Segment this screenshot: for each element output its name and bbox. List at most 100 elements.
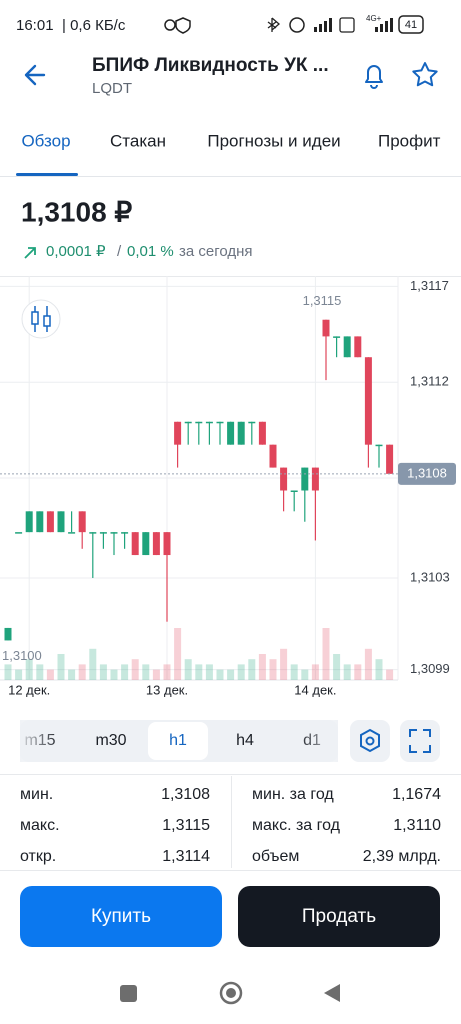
back-button[interactable] xyxy=(24,64,46,86)
change-pct: 0,01 % xyxy=(127,243,174,260)
volume-bar xyxy=(68,669,76,680)
candle-body xyxy=(354,336,362,358)
nav-recent[interactable] xyxy=(120,985,137,1002)
volume-bar xyxy=(354,664,362,680)
max-label: 1,3115 xyxy=(303,293,342,308)
tab[interactable]: Обзор xyxy=(21,131,70,150)
volume-bar xyxy=(205,664,213,680)
volume-bar xyxy=(15,669,23,680)
candle-body xyxy=(25,511,33,533)
nav-home[interactable] xyxy=(219,981,243,1005)
nav-home-dot xyxy=(226,988,236,998)
volume-bar xyxy=(333,654,341,680)
change-abs: 0,0001 ₽ xyxy=(46,243,106,260)
change-arrow xyxy=(24,247,36,259)
timeframe-option[interactable]: h4 xyxy=(236,732,254,749)
candle-body xyxy=(195,421,203,424)
min-label: 1,3100 xyxy=(2,648,42,663)
candle-body xyxy=(110,532,118,534)
candle-body xyxy=(68,532,76,534)
candle-body xyxy=(46,511,54,533)
volume-bar xyxy=(322,628,330,680)
volume-bar xyxy=(57,654,65,680)
timeframe-active xyxy=(148,722,208,760)
volume-bar xyxy=(227,669,235,680)
volume-bar xyxy=(131,659,139,680)
volume-bar xyxy=(375,659,383,680)
tab[interactable]: Прогнозы и идеи xyxy=(207,131,340,150)
star-button[interactable] xyxy=(412,62,438,87)
candle-body xyxy=(280,467,288,491)
volume-bar xyxy=(248,659,256,680)
volume-bar xyxy=(280,648,288,680)
candles xyxy=(4,319,394,641)
divider xyxy=(0,774,461,775)
header-ticker: LQDT xyxy=(92,80,132,97)
candle-body xyxy=(301,467,309,491)
grid: 1,3117 1,3112 1,3108 1,3103 1,3099 12 дек. 13 … xyxy=(0,276,450,697)
status-battery: 41 xyxy=(405,19,417,31)
status-network: 4G+ xyxy=(366,14,382,23)
volume-bar xyxy=(110,669,118,680)
volume-bar xyxy=(25,659,33,680)
candle-body xyxy=(290,490,298,492)
stat-label: мин. за год xyxy=(252,786,334,803)
current-price-label: 1,3108 xyxy=(407,465,447,480)
candle-body xyxy=(78,511,86,533)
volume-bar xyxy=(121,664,129,680)
nav-back[interactable] xyxy=(324,984,340,1002)
volume-bar xyxy=(99,664,107,680)
indicator-button[interactable] xyxy=(350,720,390,762)
x-tick-label: 14 дек. xyxy=(294,682,336,697)
sell-button[interactable] xyxy=(238,886,440,947)
price: 1,3108 ₽ xyxy=(21,196,132,227)
fullscreen-button[interactable] xyxy=(400,720,440,762)
stat-value: 2,39 млрд. xyxy=(363,848,441,865)
stat-value: 1,1674 xyxy=(392,786,441,803)
header-title: БПИФ Ликвидность УК ... xyxy=(92,55,329,76)
volume-bar xyxy=(290,664,298,680)
buy-label: Купить xyxy=(91,906,151,927)
timeframe-option[interactable]: m30 xyxy=(95,732,126,749)
volume-bar xyxy=(163,664,171,680)
bell-button[interactable] xyxy=(365,65,383,89)
tab[interactable]: Стакан xyxy=(110,131,166,150)
volume-bar xyxy=(364,648,372,680)
candle-body xyxy=(322,319,330,337)
candle-body xyxy=(258,421,266,445)
candle-body xyxy=(142,532,150,556)
x-tick-label: 13 дек. xyxy=(146,682,188,697)
y-tick-label: 1,3099 xyxy=(410,661,450,676)
volume-bar xyxy=(4,664,12,680)
tab[interactable]: Профит xyxy=(378,131,441,150)
volume-bar xyxy=(78,664,86,680)
stat-value: 1,3114 xyxy=(162,848,210,865)
y-tick-label: 1,3112 xyxy=(410,374,449,389)
chart-type-button[interactable] xyxy=(21,299,61,339)
fade xyxy=(20,720,60,762)
volume-bar xyxy=(216,669,224,680)
candle-body xyxy=(237,421,245,445)
candle-body xyxy=(121,532,129,534)
chart-overlay: 1,3108 1,3115 1,3100 xyxy=(0,293,456,663)
y-tick-label: 1,3103 xyxy=(410,569,450,584)
candle-body xyxy=(375,444,383,447)
candle-body xyxy=(227,421,235,445)
divider xyxy=(231,776,232,868)
timeframe-option[interactable]: h1 xyxy=(169,732,187,749)
change-period: за сегодня xyxy=(179,243,253,260)
status-time: 16:01 xyxy=(16,17,54,34)
current-price-badge xyxy=(398,462,456,485)
stat-label: мин. xyxy=(20,786,53,803)
candle-body xyxy=(205,421,213,424)
fade xyxy=(298,720,338,762)
tab-indicator xyxy=(16,173,78,176)
stat-value: 1,3115 xyxy=(162,817,210,834)
buy-button[interactable] xyxy=(20,886,222,947)
volume-bar xyxy=(237,664,245,680)
volume-bar xyxy=(301,669,309,680)
status-icons xyxy=(164,15,424,34)
candle-body xyxy=(333,336,341,338)
